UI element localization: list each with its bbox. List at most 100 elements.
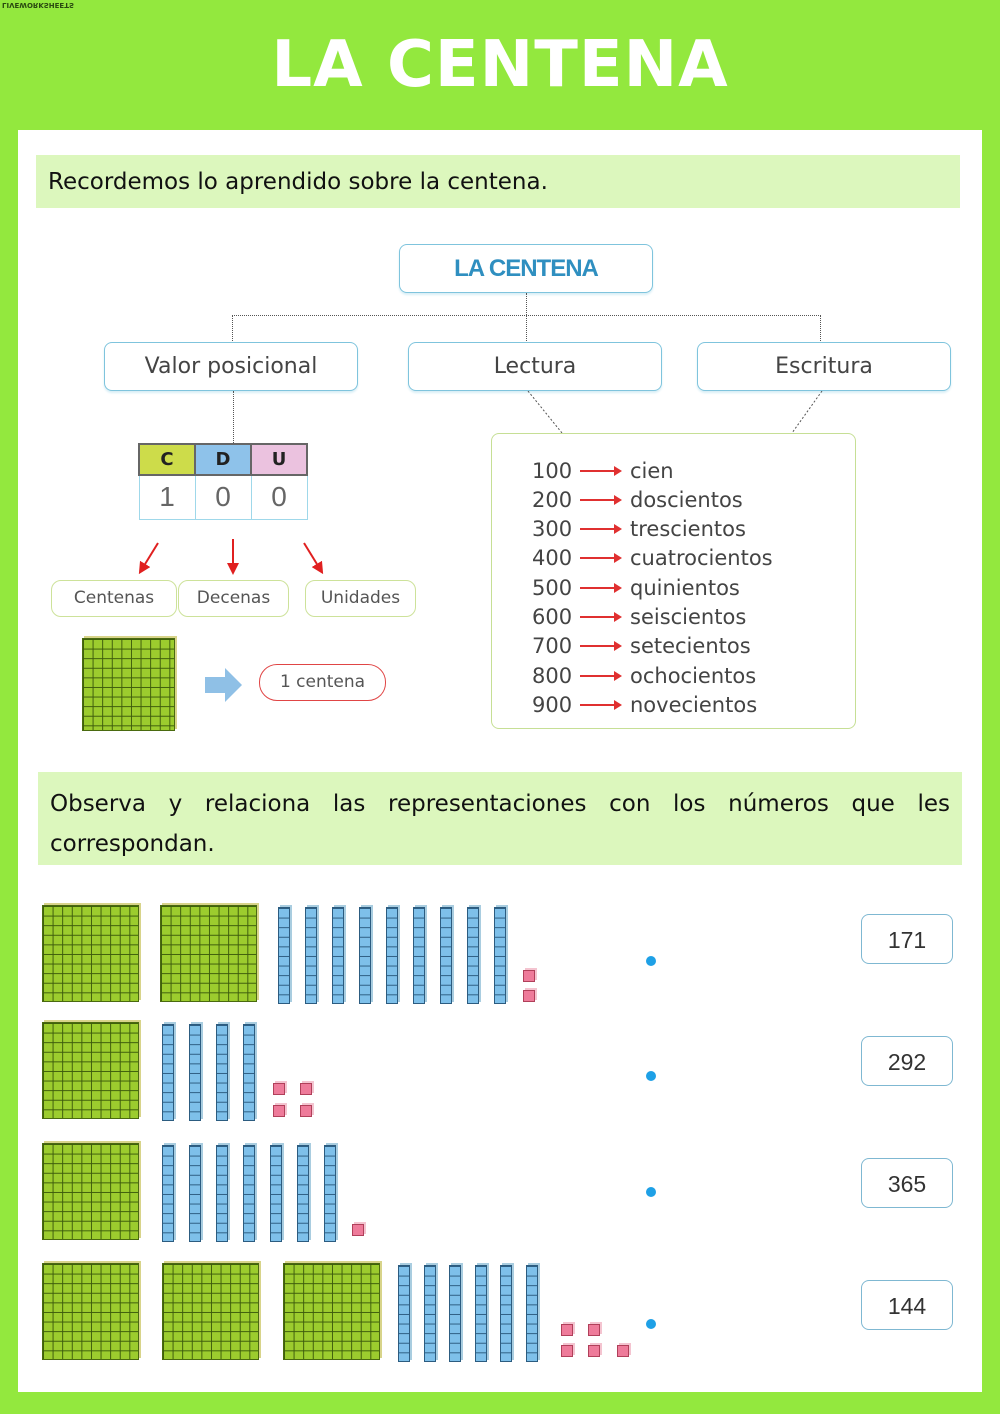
reading-word: novecientos xyxy=(630,692,758,717)
reading-word: seiscientos xyxy=(630,605,747,629)
ten-rod xyxy=(386,907,398,1004)
unit-cube xyxy=(588,1345,600,1357)
ten-rod xyxy=(500,1265,512,1362)
place-value-table: C D U 1 0 0 xyxy=(138,443,308,520)
match-dot[interactable] xyxy=(646,1071,656,1081)
reading-number: 400 xyxy=(532,546,573,571)
reading-number: 900 xyxy=(532,692,573,717)
reading-word: trescientos xyxy=(630,517,746,542)
digit-c: 1 xyxy=(138,474,196,520)
ten-rod xyxy=(494,907,506,1004)
ten-rod xyxy=(189,1145,201,1242)
reading-number: 600 xyxy=(532,605,573,629)
ten-rod xyxy=(359,907,371,1004)
reading-number: 200 xyxy=(532,487,573,512)
blue-arrow-icon xyxy=(205,668,242,702)
hundred-flat xyxy=(42,905,139,1002)
reading-row: 800 ochocientos xyxy=(532,661,756,690)
unit-cube xyxy=(300,1083,312,1095)
reading-row: 600 seiscientos xyxy=(532,603,746,632)
reading-number: 100 xyxy=(532,458,573,483)
unit-cube xyxy=(273,1105,285,1117)
ten-rod xyxy=(162,1024,174,1121)
number-box[interactable]: 292 xyxy=(861,1036,953,1086)
content-panel xyxy=(18,130,982,1392)
ten-rod xyxy=(305,907,317,1004)
reading-row: 900 novecientos xyxy=(532,690,757,719)
readings-box: 100 cien 200 doscientos 300 trescientos 400 cua… xyxy=(491,433,856,729)
ten-rod xyxy=(332,907,344,1004)
arrow-icon xyxy=(580,494,622,505)
arrow-icon xyxy=(580,465,622,476)
ten-rod xyxy=(278,907,290,1004)
reading-row: 700 setecientos xyxy=(532,632,751,661)
arrow-icon xyxy=(580,699,622,710)
reading-word: quinientos xyxy=(630,575,740,600)
arrow-icon xyxy=(580,670,622,681)
reading-row: 400 cuatrocientos xyxy=(532,544,773,573)
ten-rod xyxy=(243,1145,255,1242)
label-decenas: Decenas xyxy=(178,580,289,617)
intro-text: Recordemos lo aprendido sobre la centena… xyxy=(36,155,960,208)
ten-rod xyxy=(525,1265,538,1362)
hundred-flat xyxy=(160,905,257,1002)
digit-u: 0 xyxy=(250,474,308,520)
reading-row: 100 cien xyxy=(532,456,674,485)
hundred-flat-icon xyxy=(82,638,175,731)
ten-rod xyxy=(243,1024,255,1121)
reading-number: 800 xyxy=(532,663,573,688)
ten-rod xyxy=(398,1265,410,1362)
reading-number: 300 xyxy=(532,517,573,542)
unit-cube xyxy=(561,1345,573,1357)
arrow-icon xyxy=(580,582,622,593)
category-lectura: Lectura xyxy=(408,342,662,391)
ten-rod xyxy=(270,1145,282,1242)
arrow-icon xyxy=(303,542,324,575)
match-dot[interactable] xyxy=(646,1319,656,1329)
ten-rod xyxy=(423,1265,436,1362)
arrow-icon xyxy=(580,524,622,535)
ten-rod xyxy=(474,1265,487,1362)
number-box[interactable]: 365 xyxy=(861,1158,953,1208)
connector xyxy=(233,391,234,443)
reading-row: 200 doscientos xyxy=(532,485,743,514)
arrow-icon xyxy=(138,542,159,575)
ten-rod xyxy=(449,1265,461,1362)
reading-number: 500 xyxy=(532,575,573,600)
watermark-logo: LIVEWORKSHEETS xyxy=(2,1,75,9)
unit-cube xyxy=(523,990,535,1002)
ten-rod xyxy=(216,1024,228,1121)
ten-rod xyxy=(413,907,425,1004)
category-valor-posicional: Valor posicional xyxy=(104,342,358,391)
match-dot[interactable] xyxy=(646,1187,656,1197)
ten-rod xyxy=(440,907,452,1004)
hundred-flat xyxy=(42,1263,139,1360)
number-box[interactable]: 171 xyxy=(861,914,953,964)
reading-word: cuatrocientos xyxy=(630,546,773,571)
ten-rod xyxy=(467,907,479,1004)
ten-rod xyxy=(297,1145,309,1242)
number-box[interactable]: 144 xyxy=(861,1280,953,1330)
connectors xyxy=(527,391,823,434)
ten-rod xyxy=(216,1145,228,1242)
ten-rod xyxy=(189,1024,201,1121)
reading-row: 500 quinientos xyxy=(532,573,740,602)
hundred-flat xyxy=(283,1263,380,1360)
arrow-icon xyxy=(580,553,622,564)
connector xyxy=(526,293,527,343)
hundred-flat xyxy=(42,1022,139,1119)
header-c: C xyxy=(138,443,196,476)
reading-number: 700 xyxy=(532,634,573,659)
match-dot[interactable] xyxy=(646,956,656,966)
header-u: U xyxy=(250,443,308,476)
category-escritura: Escritura xyxy=(697,342,951,391)
ten-rod xyxy=(162,1145,174,1242)
hundred-flat xyxy=(42,1143,139,1240)
red-arrows xyxy=(138,539,324,575)
arrow-icon xyxy=(580,641,622,652)
label-unidades: Unidades xyxy=(305,580,416,617)
unit-cube xyxy=(352,1224,364,1236)
unit-cube xyxy=(617,1345,629,1357)
arrow-icon xyxy=(580,612,622,622)
reading-word: doscientos xyxy=(630,487,743,512)
